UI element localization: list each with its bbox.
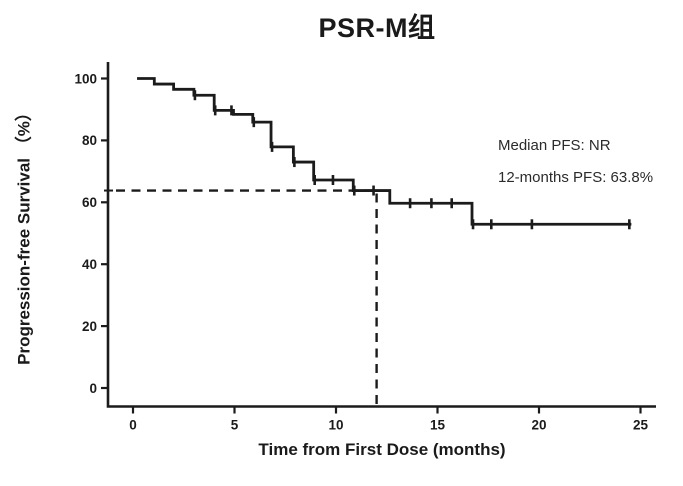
- km-curve: [137, 77, 632, 226]
- y-tick-label: 60: [82, 195, 97, 210]
- x-tick-label: 10: [328, 418, 343, 433]
- annotation-median-pfs: Median PFS: NR: [498, 137, 611, 154]
- reference-dashed-line: [116, 189, 378, 406]
- x-tick-label: 20: [531, 418, 546, 433]
- y-tick-label: 80: [82, 133, 97, 148]
- annotation-12mo-pfs: 12-months PFS: 63.8%: [498, 169, 654, 186]
- axis-lines: [106, 62, 656, 408]
- x-axis-label: Time from First Dose (months): [258, 440, 506, 459]
- chart-title: PSR-M组: [318, 13, 436, 43]
- x-tick-label: 15: [430, 418, 446, 433]
- x-tick-label: 0: [129, 418, 137, 433]
- x-tick-label: 5: [231, 418, 239, 433]
- y-tick-label: 20: [82, 319, 97, 334]
- x-tick-label: 25: [633, 418, 649, 433]
- y-tick-label: 100: [74, 71, 97, 86]
- y-tick-label: 0: [89, 381, 97, 396]
- y-tick-label: 40: [82, 257, 97, 272]
- annotation-block: Median PFS: NR 12-months PFS: 63.8%: [498, 130, 653, 194]
